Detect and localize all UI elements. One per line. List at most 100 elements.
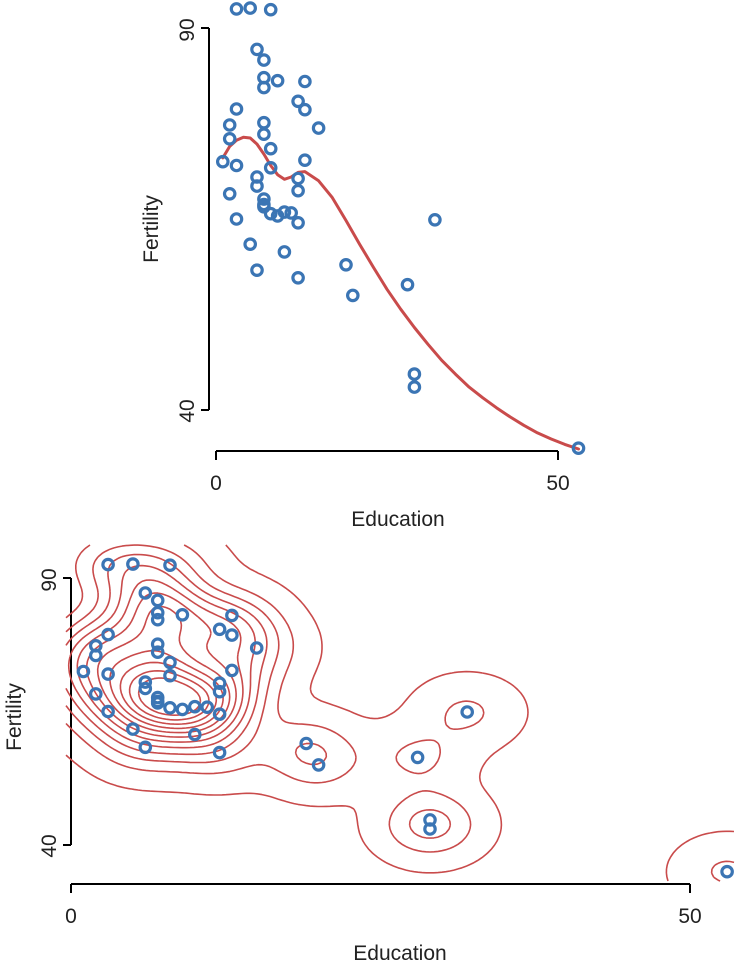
top-point-20 [298,153,312,167]
top-point-16 [222,132,237,146]
top-point-7 [270,73,285,88]
bottom-point-46 [720,864,734,879]
bottom-x-axis-label: Education [353,942,446,965]
bottom-point-13 [150,637,165,651]
top-point-37 [277,245,292,259]
top-point-39 [339,257,353,272]
bottom-panel-density-contour: 90 40 Fertility 0 50 Education [3,544,735,965]
top-point-8 [298,74,312,89]
bottom-y-tick-label-90: 90 [38,568,61,591]
bottom-point-40 [212,745,227,760]
bottom-y-tick-label-40: 40 [38,834,61,857]
top-point-6 [257,80,271,95]
top-point-9 [291,94,305,109]
bottom-point-23 [212,676,227,690]
bottom-point-17 [163,655,177,670]
bottom-point-9 [212,622,227,637]
bottom-contour-level-11 [128,670,210,721]
top-point-14 [257,127,271,141]
top-point-36 [243,237,257,251]
bottom-point-1 [126,557,140,571]
bottom-point-0 [101,557,115,572]
top-point-4 [257,53,271,67]
bottom-point-32 [188,699,202,714]
bottom-y-axis-label: Fertility [3,683,26,751]
top-point-24 [250,179,264,193]
top-point-2 [263,2,278,17]
bottom-point-11 [101,627,115,642]
bottom-contour-level-10 [119,661,218,725]
bottom-point-20 [225,663,239,678]
bottom-point-45 [423,822,437,836]
top-point-21 [263,161,278,175]
top-point-13 [257,115,271,130]
top-point-11 [229,102,244,116]
bottom-point-16 [89,648,103,663]
bottom-point-2 [163,558,177,572]
bottom-x-tick-label-50: 50 [678,905,701,928]
bottom-point-41 [410,750,425,765]
bottom-contour-level-6 [76,579,244,743]
bottom-plot-area [76,557,734,879]
bottom-point-18 [76,664,91,679]
bottom-point-8 [225,608,239,623]
top-y-axis-label: Fertility [140,195,163,263]
top-point-35 [291,216,305,230]
bottom-point-15 [249,641,264,655]
top-point-42 [345,288,360,303]
bottom-x-tick-label-0: 0 [65,905,77,928]
top-x-tick-label-0: 0 [210,472,222,495]
top-x-axis-label: Education [351,508,444,531]
top-point-0 [229,2,244,16]
top-point-23 [291,171,305,186]
top-point-46 [571,441,586,455]
bottom-point-7 [175,607,190,622]
bottom-point-14 [150,645,165,659]
bottom-point-22 [138,675,153,689]
bottom-contour-level-1 [65,544,735,882]
top-point-43 [428,213,442,227]
bottom-point-35 [212,707,227,721]
top-point-44 [407,367,422,381]
top-point-27 [257,192,271,206]
top-point-26 [222,187,237,201]
bottom-point-5 [150,605,165,620]
top-point-12 [222,118,237,132]
top-point-10 [298,102,312,117]
bottom-point-4 [150,593,165,608]
bottom-point-30 [163,700,177,715]
top-fit-curve [221,135,580,451]
bottom-point-31 [175,702,190,717]
top-point-17 [263,141,278,156]
bottom-point-3 [138,586,153,600]
bottom-point-36 [126,722,140,736]
top-point-15 [311,121,326,135]
top-point-33 [284,206,298,220]
bottom-point-21 [163,668,177,683]
top-panel-kernel-regression: 90 40 Fertility 0 50 Education [140,1,586,531]
top-point-32 [277,205,292,219]
bottom-point-42 [311,758,326,772]
top-point-18 [216,154,230,169]
top-point-29 [257,200,271,214]
top-y-tick-label-40: 40 [176,399,199,422]
bottom-point-29 [150,696,165,710]
top-point-3 [250,42,264,57]
top-y-tick-label-90: 90 [176,18,199,41]
bottom-contour-level-3 [65,544,452,839]
top-x-tick-label-50: 50 [546,472,569,495]
bottom-point-24 [138,681,153,696]
top-point-41 [400,277,415,292]
top-point-25 [291,183,305,198]
bottom-point-26 [89,687,103,701]
bottom-contour-level-2 [65,544,735,882]
top-plot-area [216,1,586,455]
bottom-point-38 [138,740,153,755]
bottom-point-33 [200,700,214,714]
bottom-point-34 [101,704,115,719]
bottom-point-6 [150,612,165,627]
top-point-30 [263,206,278,221]
bottom-point-25 [212,684,227,699]
top-point-19 [229,158,244,173]
